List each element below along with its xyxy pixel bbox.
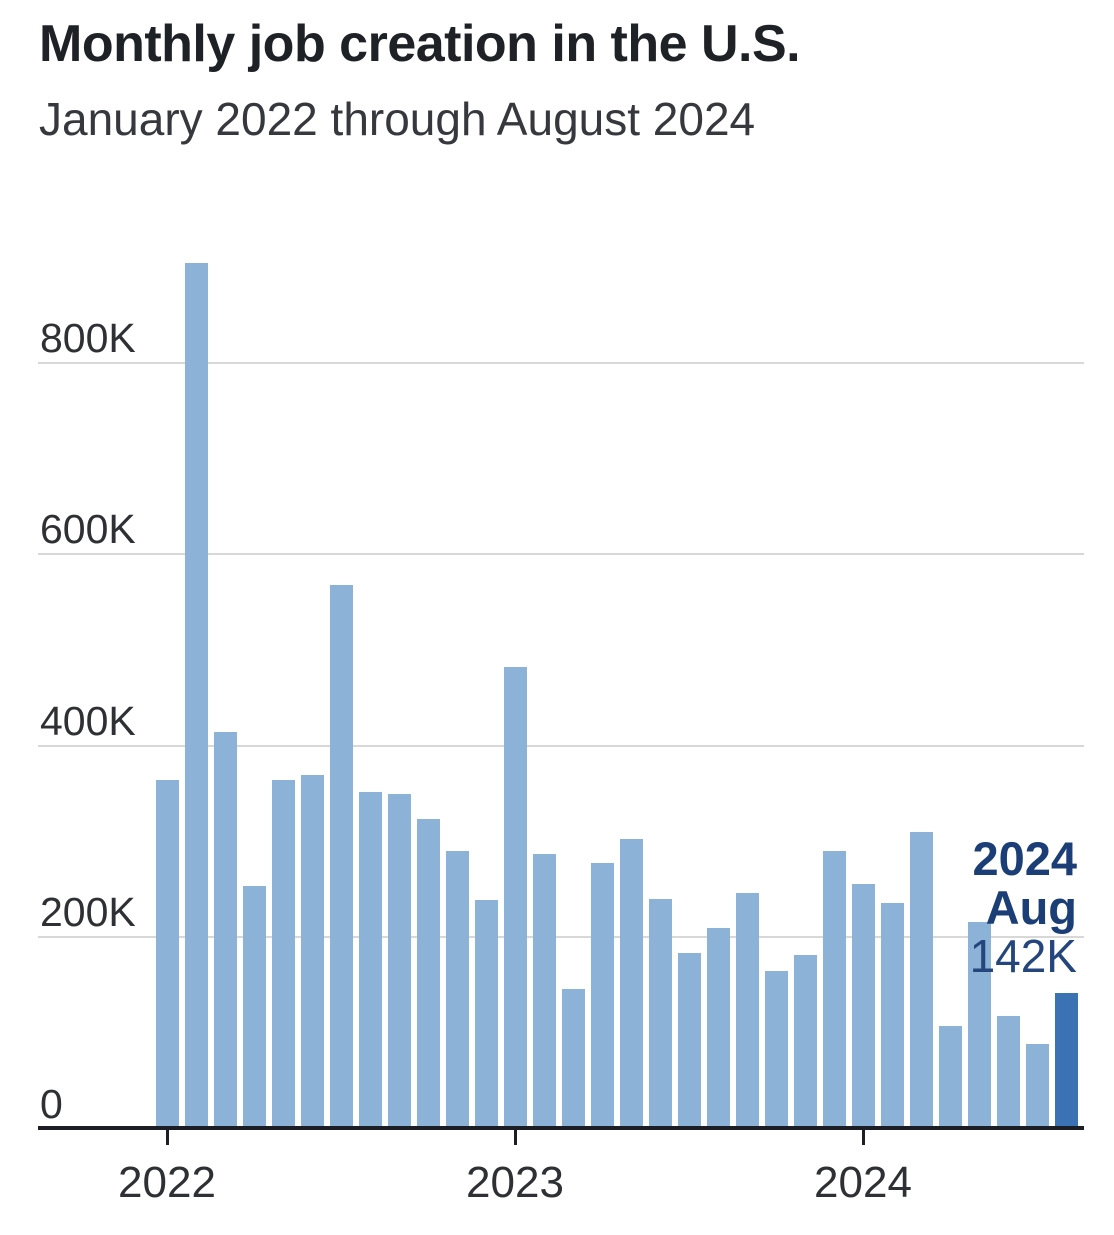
bar-apr-2024 [938, 1025, 962, 1129]
chart-subtitle: January 2022 through August 2024 [39, 93, 756, 145]
bar-may-2023 [619, 838, 643, 1129]
bar-feb-2023 [532, 854, 556, 1129]
annotation-year: 2024 [972, 832, 1077, 885]
x-axis-label-2022: 2022 [118, 1158, 216, 1207]
bar-jun-2022 [300, 774, 324, 1129]
bar-mar-2024 [909, 832, 933, 1129]
bar-jul-2023 [677, 952, 701, 1129]
bar-apr-2022 [242, 885, 266, 1129]
y-axis-label-200K: 200K [40, 889, 136, 936]
bar-jul-2022 [329, 584, 353, 1129]
bar-sep-2022 [387, 793, 411, 1129]
bar-jun-2024 [996, 1015, 1020, 1129]
bar-jan-2023 [503, 667, 527, 1129]
bar-feb-2022 [184, 262, 208, 1129]
bar-aug-2022 [358, 791, 382, 1129]
annotation-value: 142K [969, 930, 1077, 982]
bar-apr-2023 [590, 862, 614, 1129]
bar-feb-2024 [880, 902, 904, 1129]
y-axis-label-0: 0 [40, 1081, 63, 1127]
chart-title: Monthly job creation in the U.S. [39, 15, 801, 73]
annotation-month: Aug [985, 881, 1077, 934]
bar-aug-2023 [706, 927, 730, 1129]
bar-jul-2024 [1025, 1043, 1049, 1129]
bar-dec-2022 [474, 900, 498, 1129]
y-axis-label-400K: 400K [40, 697, 136, 744]
gridline-200K [38, 936, 1084, 939]
bar-sep-2023 [735, 893, 759, 1129]
x-axis-tick-2024 [861, 1130, 865, 1145]
bar-may-2022 [271, 780, 295, 1129]
bar-mar-2023 [561, 989, 585, 1129]
bar-jan-2022 [155, 780, 179, 1129]
bar-mar-2022 [213, 732, 237, 1129]
highlight-annotation: 2024 Aug 142K [970, 834, 1077, 981]
bar-jun-2023 [648, 899, 672, 1129]
gridline-800K [38, 361, 1084, 364]
bar-aug-2024 [1054, 992, 1078, 1129]
bar-dec-2023 [822, 851, 846, 1129]
x-axis-label-2023: 2023 [466, 1158, 564, 1207]
y-axis-label-800K: 800K [40, 314, 136, 361]
y-axis-label-600K: 600K [40, 506, 136, 553]
bar-oct-2022 [416, 818, 440, 1129]
bar-may-2024 [967, 922, 991, 1129]
gridline-400K [38, 744, 1084, 747]
x-axis-label-2024: 2024 [814, 1158, 912, 1207]
gridline-600K [38, 553, 1084, 556]
x-axis-tick-2022 [165, 1130, 169, 1145]
bar-oct-2023 [764, 970, 788, 1129]
bar-nov-2023 [793, 954, 817, 1129]
x-axis-line [38, 1126, 1084, 1130]
x-axis-tick-2023 [513, 1130, 517, 1145]
bar-nov-2022 [445, 851, 469, 1129]
bar-jan-2024 [851, 883, 875, 1129]
